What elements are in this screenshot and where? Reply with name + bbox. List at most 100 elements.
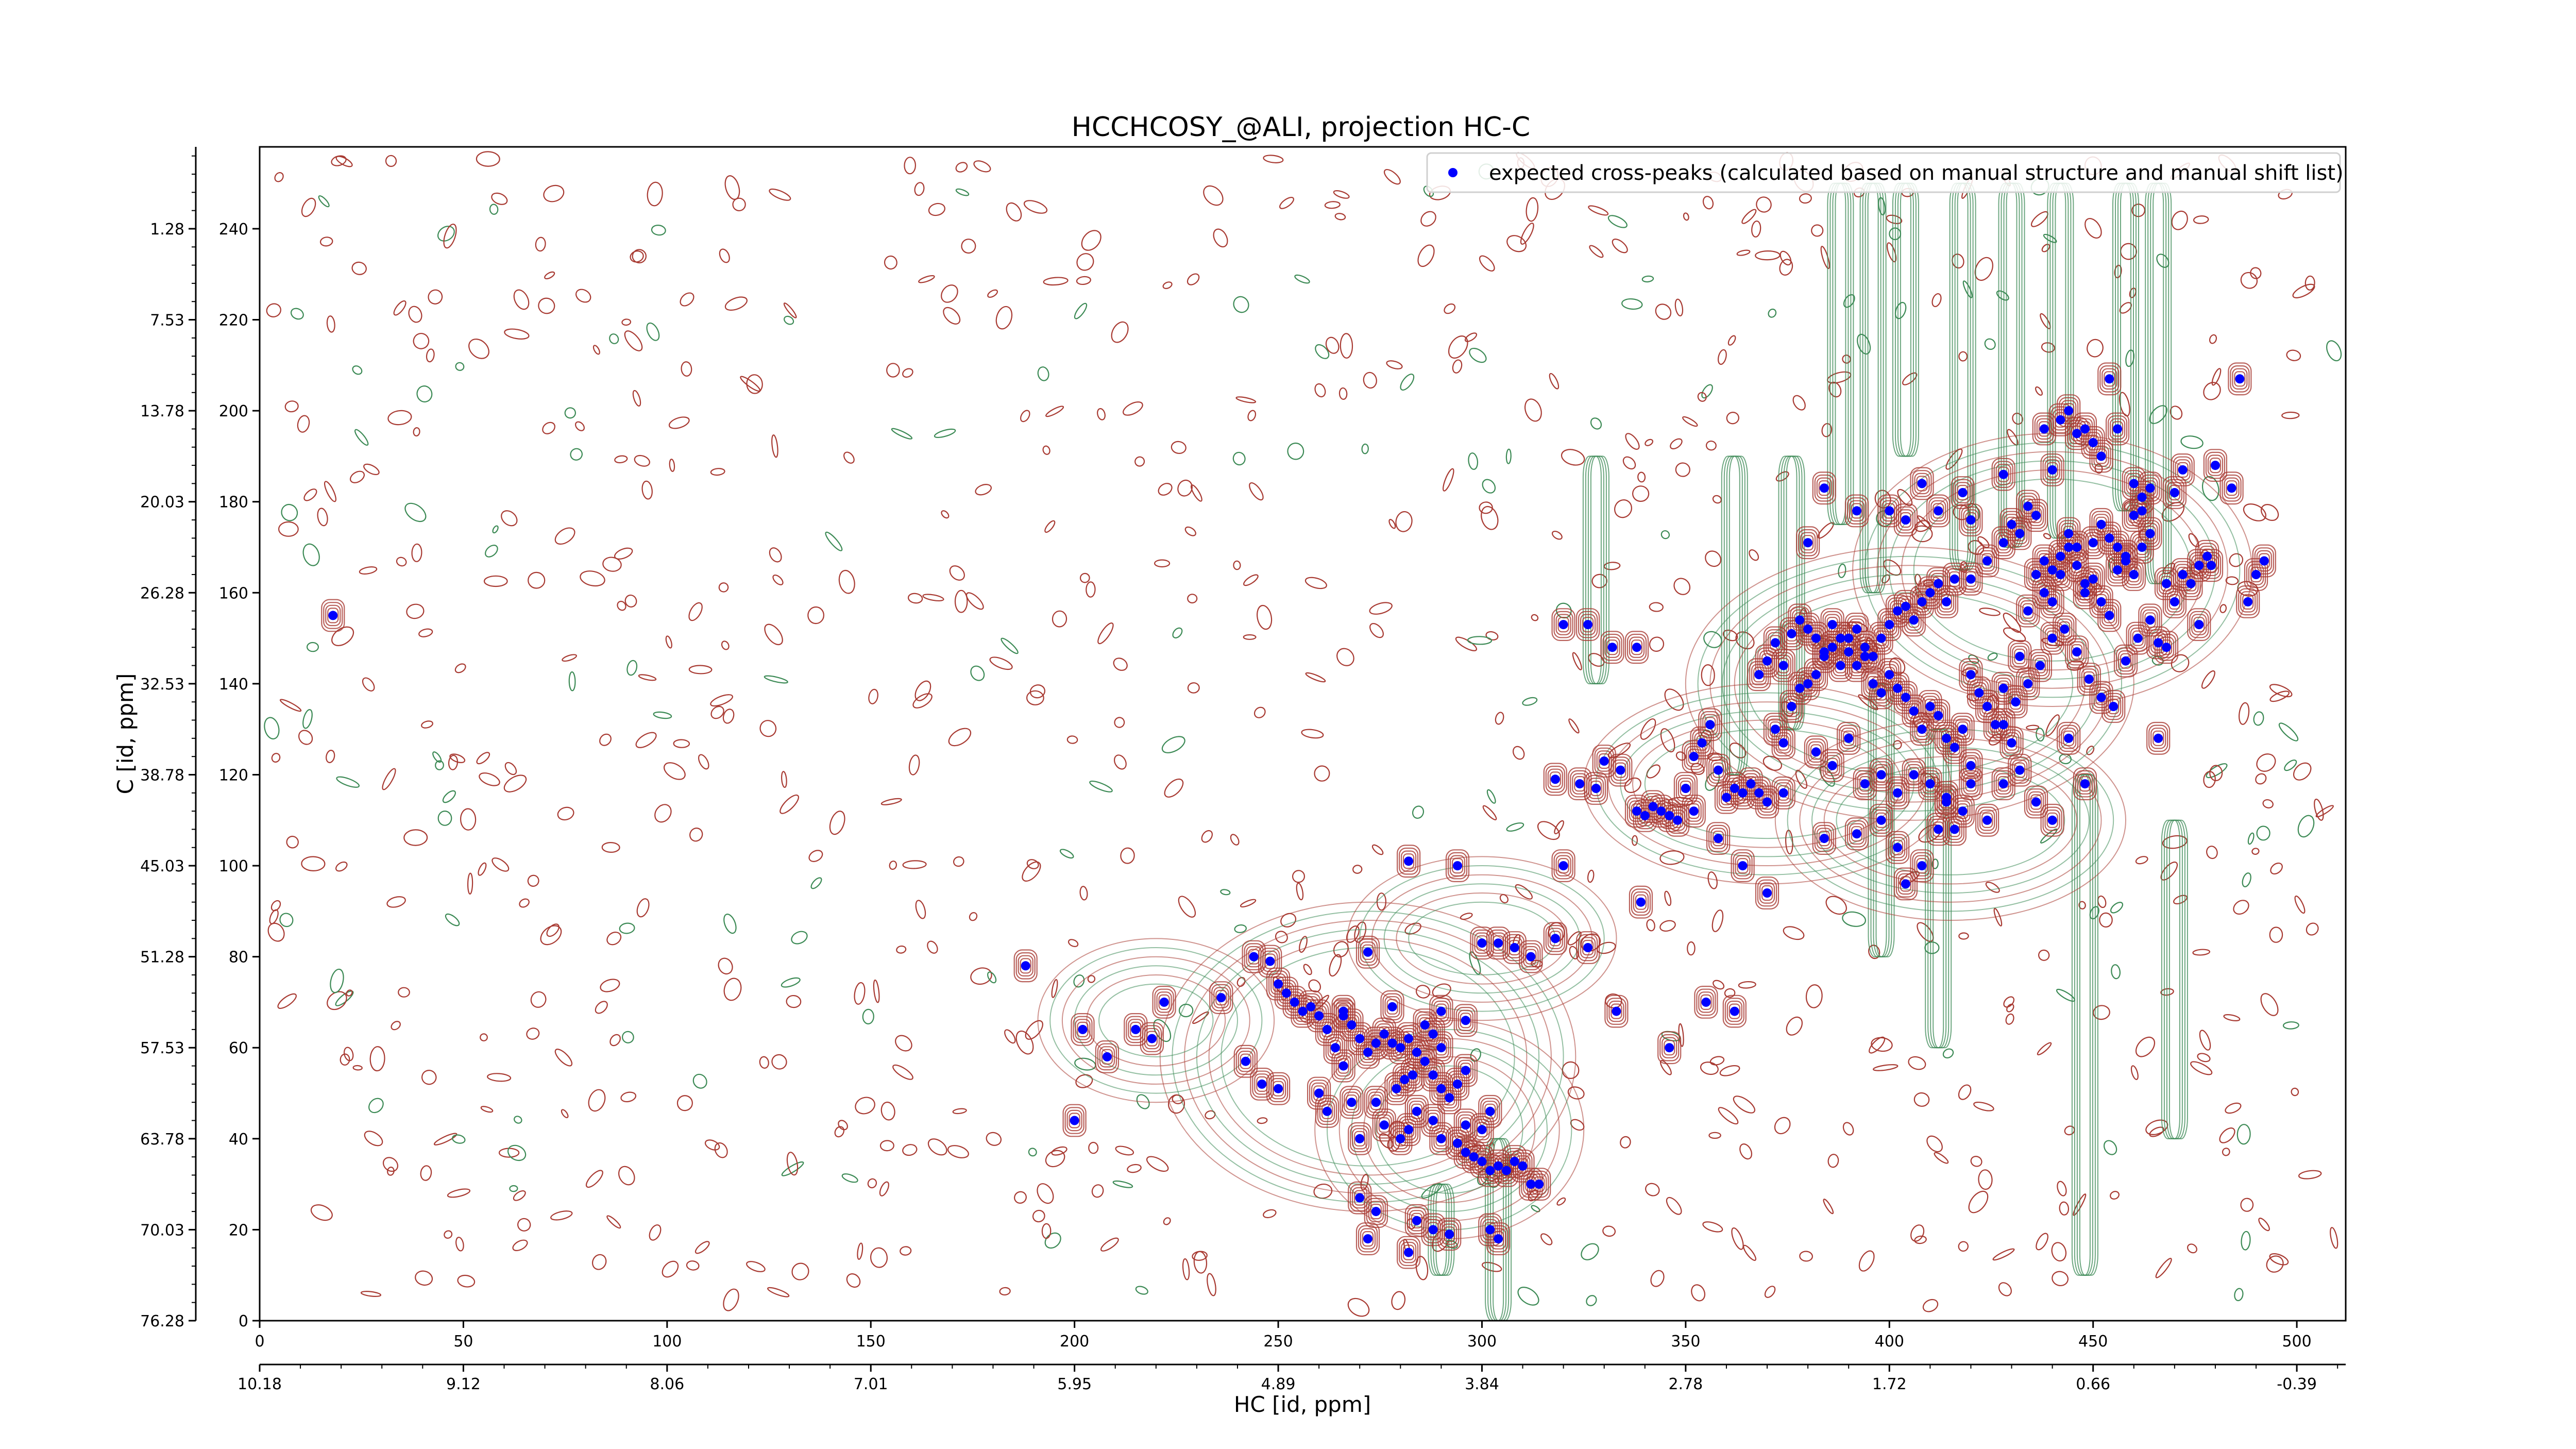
peak-contour — [1580, 937, 1596, 958]
peak-contour — [1775, 782, 1791, 804]
expected-peak-marker — [1958, 806, 1968, 816]
noise-contour — [1691, 1284, 1706, 1302]
y-tick-label: 200 — [219, 402, 248, 420]
noise-contour — [654, 804, 672, 823]
peak-contour — [1912, 852, 1932, 880]
noise-contour — [480, 1106, 494, 1113]
noise-contour — [1412, 805, 1425, 819]
x-axis-ppm-ticks: 10.18 9.12 8.06 7.01 5.95 4.89 3.84 2.78 1.72 0.6… — [238, 1364, 2338, 1393]
peak-contour — [1460, 1063, 1471, 1079]
noise-contour — [301, 197, 316, 217]
noise-contour — [519, 898, 530, 908]
noise-contour — [513, 289, 530, 310]
peak-envelope-contour — [1697, 555, 2123, 812]
peak-contour — [2081, 668, 2097, 690]
noise-contour — [1741, 209, 1757, 224]
noise-contour — [575, 289, 591, 303]
peak-contour — [1442, 1223, 1458, 1245]
peak-contour — [1822, 611, 1842, 638]
peak-contour — [1370, 1204, 1382, 1220]
expected-peak-marker — [1306, 1002, 1316, 1012]
expected-peak-marker — [1159, 997, 1169, 1007]
noise-contour — [1590, 417, 1602, 430]
expected-peak-marker — [1518, 1161, 1528, 1171]
peak-contour — [2113, 644, 2138, 678]
noise-contour — [1779, 259, 1793, 276]
noise-contour — [1659, 1060, 1672, 1075]
peak-contour — [1846, 497, 1867, 525]
peak-contour — [1888, 675, 1908, 702]
expected-peak-marker — [1070, 1116, 1079, 1125]
noise-contour — [1136, 1094, 1150, 1109]
peak-contour — [2144, 612, 2156, 628]
noise-contour — [1645, 439, 1654, 446]
peak-contour — [2193, 616, 2205, 633]
noise-contour — [1481, 506, 1499, 530]
noise-contour — [2197, 1053, 2211, 1063]
y-tick-label: 80 — [229, 949, 248, 967]
expected-peak-marker — [2096, 597, 2106, 606]
peak-contour — [1912, 588, 1932, 616]
peak-contour — [2246, 561, 2266, 588]
noise-contour — [1701, 384, 1713, 399]
peak-contour — [2050, 406, 2071, 434]
peak-contour — [1944, 816, 1964, 843]
peak-contour — [2020, 495, 2036, 517]
noise-contour — [2090, 582, 2102, 590]
peak-contour — [1975, 690, 1999, 723]
peak-contour — [1608, 1000, 1624, 1022]
expected-peak-marker — [2105, 611, 2114, 620]
noise-contour — [270, 900, 281, 912]
peak-contour — [2063, 526, 2075, 542]
noise-contour — [986, 1132, 1002, 1146]
peak-contour — [1460, 1117, 1471, 1133]
peak-contour — [1486, 1222, 1511, 1256]
x-tick-label: 400 — [1875, 1333, 1904, 1351]
peak-contour — [1946, 818, 1962, 840]
peak-contour — [1875, 630, 1887, 646]
noise-contour — [808, 850, 823, 862]
noise-contour — [618, 1166, 635, 1186]
expected-peak-marker — [1860, 779, 1870, 789]
peak-contour — [2020, 600, 2036, 622]
peak-contour — [1468, 1149, 1480, 1165]
noise-contour — [641, 480, 653, 500]
peak-contour — [2024, 499, 2048, 532]
peak-contour — [2224, 477, 2240, 499]
peak-contour — [1313, 1008, 1325, 1024]
noise-contour — [2255, 773, 2267, 785]
expected-peak-marker — [1436, 1084, 1446, 1093]
noise-contour — [2256, 825, 2270, 841]
noise-contour — [1388, 519, 1396, 529]
expected-peak-marker — [1412, 1216, 1421, 1225]
peak-contour — [2142, 609, 2158, 631]
noise-contour — [2084, 218, 2102, 239]
expected-peak-marker — [1901, 601, 1910, 611]
noise-contour — [626, 660, 638, 676]
expected-peak-marker — [2031, 797, 2041, 807]
peak-contour — [1490, 1228, 1506, 1250]
noise-contour — [969, 912, 978, 921]
expected-peak-marker — [2235, 374, 2245, 384]
peak-contour — [1796, 667, 1820, 700]
y-ppm-tick-label: 20.03 — [140, 494, 184, 512]
peak-contour — [1930, 704, 1946, 727]
x-ppm-tick-label: 3.84 — [1465, 1375, 1499, 1393]
noise-contour — [507, 1144, 527, 1161]
noise-contour — [600, 979, 620, 992]
peak-contour — [1337, 1058, 1349, 1074]
noise-contour — [526, 1027, 540, 1040]
noise-contour — [1363, 372, 1377, 389]
noise-contour — [927, 1138, 947, 1156]
expected-peak-marker — [1998, 469, 2008, 479]
peak-contour — [2226, 480, 2238, 496]
noise-contour — [1114, 717, 1125, 728]
peak-contour — [1895, 506, 1916, 534]
peak-contour — [1388, 1122, 1413, 1155]
noise-contour — [352, 365, 363, 375]
expected-peak-marker — [2088, 437, 2098, 447]
expected-peak-marker — [1396, 1043, 1405, 1053]
peak-contour — [1924, 698, 1936, 715]
peak-contour — [2061, 400, 2077, 422]
noise-contour — [1682, 416, 1698, 427]
